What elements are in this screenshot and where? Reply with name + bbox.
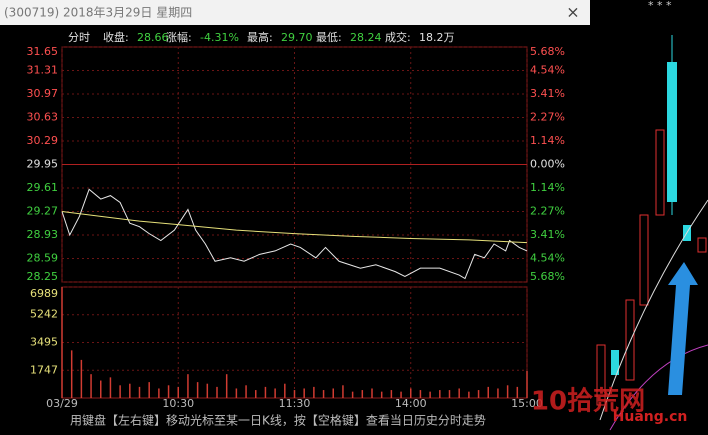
- stat-value: 29.70: [281, 31, 313, 44]
- x-tick-label: 10:30: [162, 397, 194, 410]
- y2-tick-label: 1.14%: [530, 134, 565, 147]
- x-tick-label: 14:00: [395, 397, 427, 410]
- stat-label: 收盘:: [103, 30, 129, 44]
- ma-line: [609, 344, 708, 431]
- y2-tick-label: 4.54%: [530, 251, 565, 264]
- candle: [655, 129, 665, 216]
- watermark-brand: 10拾荒网: [531, 387, 645, 417]
- candle: [596, 344, 606, 406]
- volume-tick-label: 1747: [30, 363, 58, 376]
- stat-label: 成交:: [385, 30, 411, 44]
- y2-tick-label: 3.41%: [530, 87, 565, 100]
- y-tick-label: 30.63: [27, 111, 59, 124]
- stat-label: 最高:: [247, 30, 273, 44]
- candle: [625, 299, 635, 381]
- volume-tick-label: 5242: [30, 308, 58, 321]
- y2-tick-label: 2.27%: [530, 204, 565, 217]
- side-bg: [590, 0, 708, 435]
- candle: [697, 237, 707, 253]
- footer-hint: 用键盘【左右键】移动光标至某一日K线，按【空格键】查看当日历史分时走势: [70, 413, 486, 428]
- stat-value: 18.2万: [419, 31, 455, 44]
- watermark-site: Huang.cn: [613, 409, 688, 425]
- y-tick-label: 28.59: [27, 252, 59, 265]
- stat-value: -4.31%: [200, 31, 239, 44]
- stat-value: 28.66: [137, 31, 169, 44]
- y2-tick-label: 5.68%: [530, 45, 565, 58]
- candle: [611, 350, 619, 375]
- arrow: [668, 262, 698, 395]
- y-tick-label: 28.93: [27, 228, 59, 241]
- y-tick-label: 29.95: [27, 158, 59, 171]
- y-tick-label: 29.27: [27, 205, 59, 218]
- window-title: (300719) 2018年3月29日 星期四: [4, 6, 192, 20]
- stars: * * *: [648, 0, 672, 12]
- close-button[interactable]: ×: [566, 3, 579, 22]
- x-tick-label: 15:00: [511, 397, 543, 410]
- ma-line: [599, 199, 708, 421]
- price-line: [61, 188, 528, 280]
- y2-tick-label: 3.41%: [530, 228, 565, 241]
- y2-tick-label: 2.27%: [530, 111, 565, 124]
- stat-label: 最低:: [316, 31, 342, 44]
- volume-tick-label: 3495: [30, 335, 58, 348]
- stat-label: 涨幅:: [166, 31, 192, 44]
- side-panel: * * *: [590, 0, 708, 435]
- y2-tick-label: 4.54%: [530, 64, 565, 77]
- title-bar: [0, 0, 590, 25]
- y2-tick-label: 5.68%: [530, 270, 565, 283]
- y2-tick-label: 0.00%: [530, 158, 565, 171]
- x-tick-label: 03/29: [46, 397, 78, 410]
- y-tick-label: 28.25: [27, 270, 59, 283]
- volume-tick-label: 6989: [30, 287, 58, 300]
- price-line: [61, 211, 528, 244]
- mode-label: 分时: [68, 31, 90, 44]
- y2-tick-label: 1.14%: [530, 181, 565, 194]
- candle: [639, 214, 649, 306]
- y-tick-label: 30.97: [27, 87, 59, 100]
- stat-value: 28.24: [350, 31, 382, 44]
- y-tick-label: 31.31: [27, 64, 59, 77]
- candle: [667, 62, 677, 202]
- y-tick-label: 31.65: [27, 45, 59, 58]
- x-tick-label: 11:30: [279, 397, 311, 410]
- y-tick-label: 30.29: [27, 134, 59, 147]
- y-tick-label: 29.61: [27, 181, 59, 194]
